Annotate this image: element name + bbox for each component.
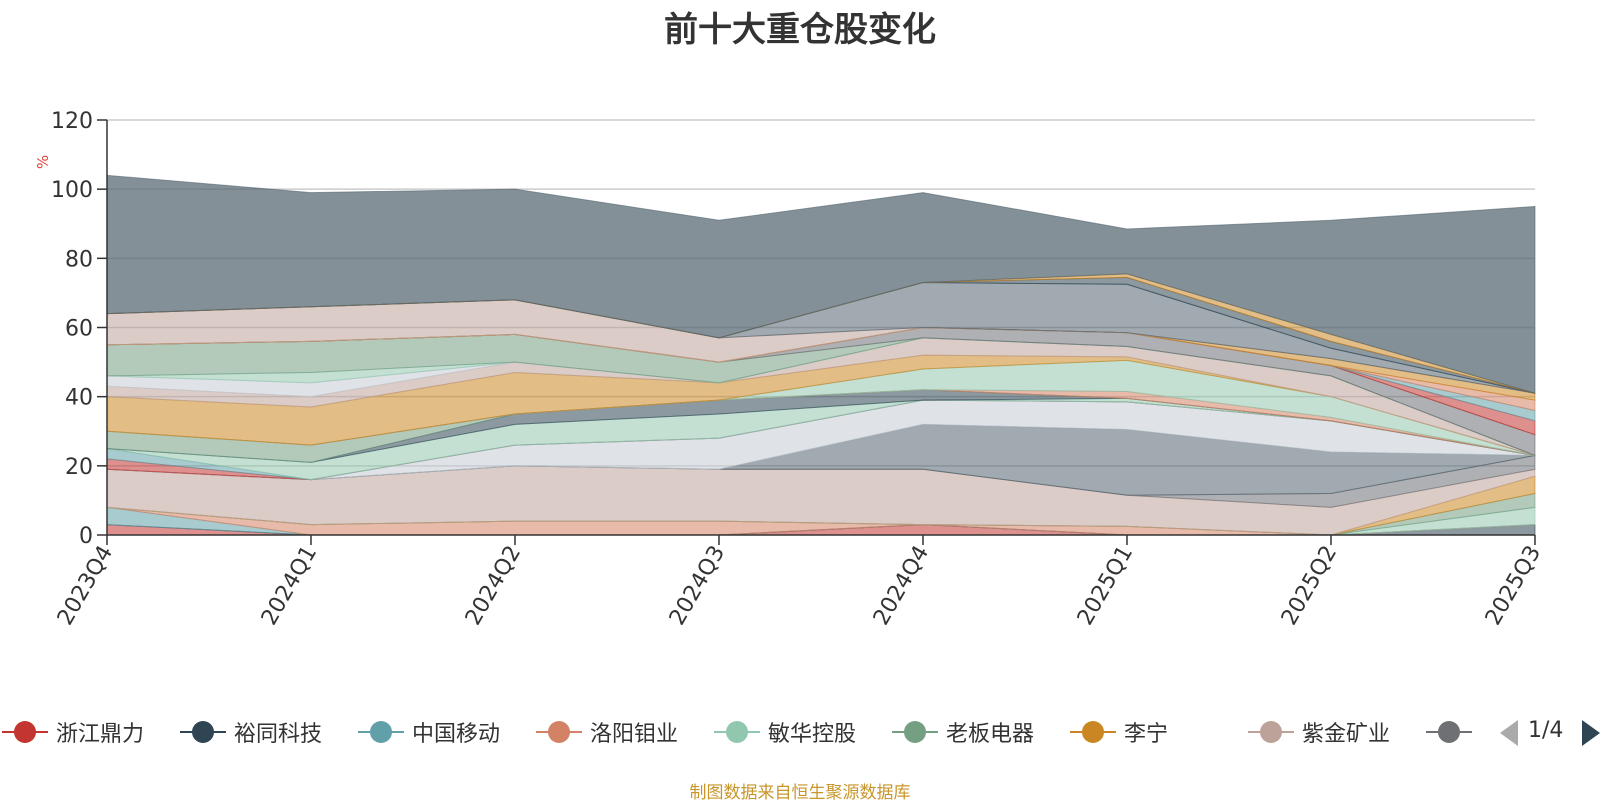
x-tick-label: 2024Q2 — [461, 542, 526, 630]
legend-item[interactable]: 李宁 — [1068, 712, 1168, 752]
area-series — [106, 174, 1536, 536]
legend-next-page-icon[interactable] — [1582, 720, 1600, 746]
legend-pager: 1/4 — [1500, 712, 1600, 752]
legend-marker-icon — [1426, 721, 1472, 743]
legend-marker-icon — [358, 721, 404, 743]
legend-item-label: 紫金矿业 — [1302, 722, 1391, 747]
legend-prev-page-icon[interactable] — [1500, 720, 1518, 746]
y-tick-label: 100 — [51, 178, 93, 203]
legend-item-label: 浙江鼎力 — [56, 722, 145, 747]
y-tick-label: 120 — [51, 109, 93, 134]
legend-item[interactable]: 洛阳钼业 — [534, 712, 678, 752]
source-footnote: 制图数据来自恒生聚源数据库 — [689, 783, 911, 803]
legend-marker-icon — [536, 721, 582, 743]
legend-item[interactable]: 老板电器 — [890, 712, 1034, 752]
legend-marker-icon — [714, 721, 760, 743]
x-tick-label: 2025Q2 — [1277, 542, 1342, 630]
stacked-area-chart: 0 20 40 60 80 100 120 2023Q4 2024Q1 2024Q2 2024Q3 2… — [34, 109, 1546, 630]
legend-marker-icon — [892, 721, 938, 743]
x-tick-label: 2024Q3 — [665, 542, 730, 630]
chart-title: 前十大重仓股变化 — [664, 10, 936, 50]
legend-marker-icon — [1248, 721, 1294, 743]
x-tick-label: 2025Q3 — [1481, 542, 1546, 630]
y-tick-label: 0 — [79, 524, 93, 549]
legend-items: 浙江鼎力 裕同科技 中国移动 洛阳钼业 敏华控股 老板电器 李宁 紫金矿业 洋河股份 — [0, 712, 1480, 752]
x-tick-label: 2024Q4 — [869, 542, 934, 630]
legend-item-label: 敏华控股 — [768, 722, 857, 747]
legend-marker-icon — [1070, 721, 1116, 743]
x-tick-label: 2025Q1 — [1073, 542, 1138, 630]
y-tick-label: 80 — [65, 247, 93, 272]
legend-item-label: 李宁 — [1124, 722, 1169, 747]
legend-item[interactable]: 洋河股份 — [1424, 712, 1480, 752]
area-series-32[interactable] — [106, 174, 1536, 394]
legend-item[interactable]: 浙江鼎力 — [0, 712, 144, 752]
legend-item[interactable]: 中国移动 — [356, 712, 500, 752]
legend-item-label: 中国移动 — [412, 722, 501, 747]
y-tick-label: 20 — [65, 455, 93, 480]
legend: 浙江鼎力 裕同科技 中国移动 洛阳钼业 敏华控股 老板电器 李宁 紫金矿业 洋河股份 1/4 — [0, 712, 1600, 752]
legend-item-label: 裕同科技 — [234, 722, 323, 747]
legend-marker-icon — [180, 721, 226, 743]
y-tick-label: 60 — [65, 317, 93, 342]
y-tick-label: 40 — [65, 386, 93, 411]
legend-item[interactable]: 紫金矿业 — [1246, 712, 1390, 752]
legend-item-label: 老板电器 — [946, 722, 1035, 747]
y-axis-unit-label: % — [34, 155, 52, 169]
x-tick-label: 2023Q4 — [53, 542, 118, 630]
legend-marker-icon — [2, 721, 48, 743]
x-tick-label: 2024Q1 — [257, 542, 322, 630]
legend-page-indicator: 1/4 — [1528, 718, 1564, 743]
legend-item[interactable]: 裕同科技 — [178, 712, 322, 752]
legend-item[interactable]: 敏华控股 — [712, 712, 856, 752]
legend-item-label: 洛阳钼业 — [590, 722, 679, 747]
